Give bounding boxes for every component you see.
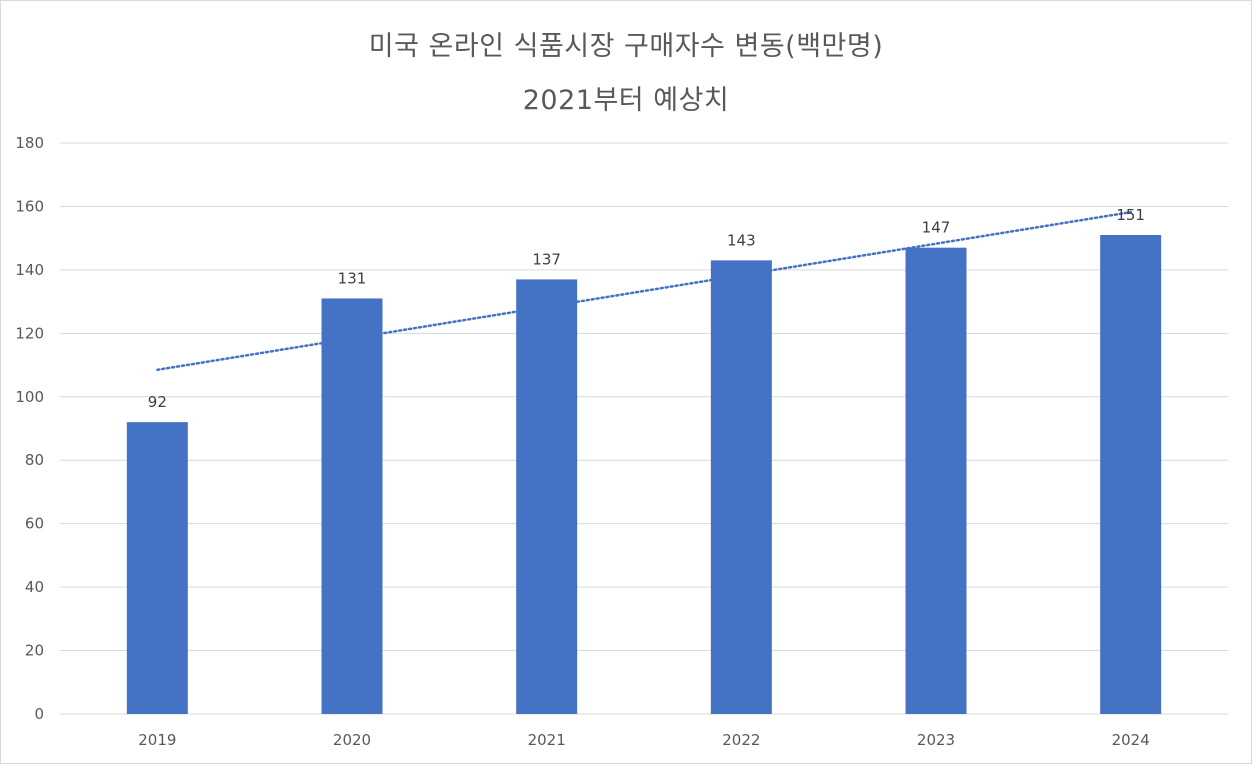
bar: [516, 279, 578, 714]
chart-subtitle: 2021부터 예상치: [522, 85, 730, 116]
x-tick-label: 2024: [1112, 731, 1150, 749]
bar: [126, 422, 188, 714]
y-tick-label: 100: [15, 388, 44, 406]
bar: [905, 247, 967, 714]
x-tick-label: 2020: [333, 731, 371, 749]
x-tick-label: 2022: [722, 731, 760, 749]
bar: [1100, 234, 1162, 714]
y-tick-label: 20: [25, 642, 44, 660]
data-label: 147: [922, 219, 951, 237]
x-tick-label: 2021: [528, 731, 566, 749]
data-labels: 92 131 137 143 147 151: [148, 206, 1145, 411]
y-tick-label: 180: [15, 134, 44, 152]
y-tick-label: 160: [15, 197, 44, 215]
y-axis: 0 20 40 60 80 100 120 140 160 180: [15, 134, 44, 723]
x-tick-label: 2023: [917, 731, 955, 749]
y-tick-label: 0: [34, 705, 44, 723]
y-tick-label: 60: [25, 515, 44, 533]
y-tick-label: 140: [15, 261, 44, 279]
trendline-group: [156, 210, 1132, 372]
y-tick-label: 120: [15, 324, 44, 342]
x-axis: 2019 2020 2021 2022 2023 2024: [138, 731, 1150, 749]
gridlines: [60, 142, 1228, 715]
data-label: 92: [148, 393, 167, 411]
chart-title: 미국 온라인 식품시장 구매자수 변동(백만명): [368, 31, 884, 62]
y-tick-label: 80: [25, 451, 44, 469]
bar: [710, 260, 772, 714]
bars: [126, 234, 1162, 714]
trendline: [156, 210, 1132, 372]
x-tick-label: 2019: [138, 731, 176, 749]
bar: [321, 298, 383, 714]
y-tick-label: 40: [25, 578, 44, 596]
data-label: 137: [532, 250, 561, 268]
data-label: 151: [1116, 206, 1145, 224]
data-label: 131: [338, 269, 367, 287]
data-label: 143: [727, 231, 756, 249]
